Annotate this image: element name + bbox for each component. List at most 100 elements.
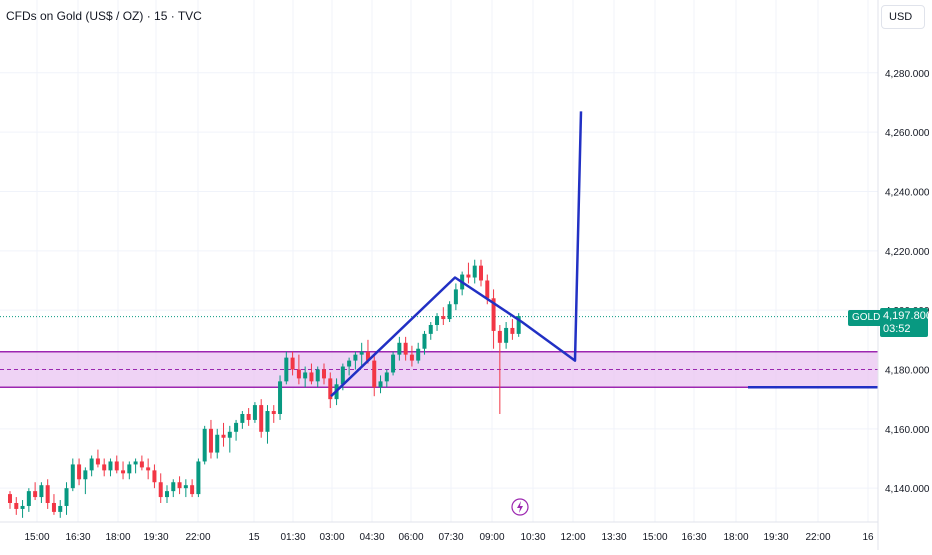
candle-body <box>284 357 289 382</box>
candle-body <box>208 428 213 453</box>
x-tick-label: 06:00 <box>398 532 423 543</box>
candle-body <box>127 464 132 474</box>
candle-body <box>365 351 370 361</box>
candle-body <box>114 461 119 471</box>
candle-body <box>45 485 50 503</box>
x-tick-label: 22:00 <box>185 532 210 543</box>
candle-body <box>215 434 220 453</box>
candle-body <box>491 298 496 331</box>
candle-body <box>278 381 283 414</box>
candle-body <box>58 505 63 512</box>
candle-body <box>397 342 402 355</box>
candle-body <box>196 461 201 495</box>
candle-body <box>265 411 270 432</box>
candle-body <box>391 354 396 373</box>
candle-body <box>416 348 421 361</box>
x-tick-label: 01:30 <box>280 532 305 543</box>
candle-body <box>171 482 176 492</box>
x-tick-label: 16:30 <box>65 532 90 543</box>
bar-countdown: 03:52 <box>883 323 911 335</box>
candle-body <box>504 327 509 343</box>
symbol-badge: GOLD <box>848 310 885 326</box>
price-badge: 4,197.800 03:52 <box>880 308 932 337</box>
x-tick-label: 15 <box>248 532 260 543</box>
candle-body <box>303 372 308 379</box>
candle-body <box>290 357 295 370</box>
candle-body <box>322 369 326 379</box>
chart-title: CFDs on Gold (US$ / OZ) · 15 · TVC <box>6 9 202 23</box>
candle-body <box>33 491 38 498</box>
y-tick-label: 4,280.000 <box>885 69 930 80</box>
x-tick-label: 22:00 <box>805 532 830 543</box>
support-zone[interactable] <box>0 350 878 389</box>
candle-body <box>328 378 333 400</box>
x-tick-label: 16 <box>862 532 874 543</box>
support-zone-fill <box>0 351 878 388</box>
candle-body <box>422 333 427 349</box>
candle-body <box>102 464 107 471</box>
x-tick-label: 16:30 <box>681 532 706 543</box>
candle-body <box>447 304 452 320</box>
candle-body <box>497 330 502 343</box>
currency-button[interactable]: USD <box>881 5 925 29</box>
x-tick-label: 03:00 <box>319 532 344 543</box>
drawings[interactable] <box>330 111 878 516</box>
candle-body <box>51 503 56 512</box>
candle-body <box>95 458 100 465</box>
candle-body <box>8 494 12 503</box>
candle-body <box>202 428 207 462</box>
y-tick-label: 4,140.000 <box>885 484 930 495</box>
x-tick-label: 18:00 <box>723 532 748 543</box>
y-tick-label: 4,160.000 <box>885 425 930 436</box>
x-tick-label: 13:30 <box>601 532 626 543</box>
candle-body <box>259 405 264 432</box>
x-tick-label: 12:00 <box>560 532 585 543</box>
candle-body <box>372 360 377 388</box>
y-tick-label: 4,240.000 <box>885 187 930 198</box>
y-tick-label: 4,260.000 <box>885 128 930 139</box>
lightning-icon[interactable] <box>511 498 529 516</box>
candle-body <box>309 372 314 382</box>
candle-body <box>121 470 126 474</box>
candle-body <box>246 413 251 420</box>
x-tick-label: 15:00 <box>24 532 49 543</box>
candle-body <box>177 482 182 489</box>
candle-body <box>146 467 151 471</box>
candle-body <box>359 351 364 355</box>
x-tick-label: 10:30 <box>520 532 545 543</box>
candle-body <box>89 458 94 471</box>
y-tick-label: 4,220.000 <box>885 247 930 258</box>
candle-body <box>441 316 446 320</box>
grid-layer <box>0 0 878 522</box>
candle-body <box>353 354 358 361</box>
x-tick-label: 19:30 <box>143 532 168 543</box>
candle-body <box>190 485 195 495</box>
projection-path <box>330 111 583 398</box>
candle-body <box>108 461 113 471</box>
x-tick-label: 07:30 <box>438 532 463 543</box>
candle-body <box>485 280 490 299</box>
candle-body <box>453 289 458 305</box>
candle-body <box>296 369 301 379</box>
candle-body <box>347 360 352 367</box>
candle-body <box>378 381 383 388</box>
candle-body <box>510 327 515 334</box>
candle-body <box>64 488 69 506</box>
candle-body <box>315 369 320 382</box>
candle-body <box>516 316 521 334</box>
candle-body <box>39 485 44 498</box>
candle-body <box>271 411 276 414</box>
candle-body <box>183 485 188 489</box>
candle-body <box>133 461 138 465</box>
candle-body <box>409 354 414 361</box>
y-tick-label: 4,180.000 <box>885 365 930 376</box>
candle-body <box>435 316 440 325</box>
candle-body <box>165 491 169 498</box>
x-tick-label: 19:30 <box>763 532 788 543</box>
candles <box>8 259 521 518</box>
candle-body <box>466 274 471 278</box>
candle-body <box>20 505 25 509</box>
